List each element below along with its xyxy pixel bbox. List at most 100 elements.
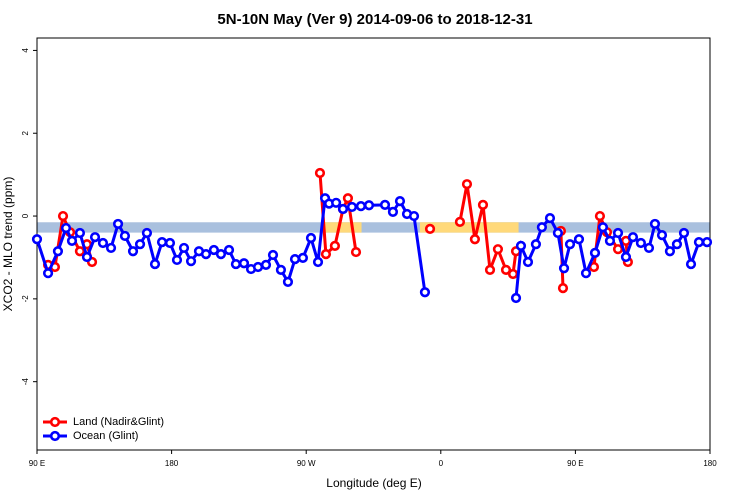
data-point	[60, 222, 72, 234]
data-point	[42, 268, 54, 279]
data-point	[454, 216, 466, 227]
data-point	[564, 239, 576, 250]
data-point	[530, 239, 542, 250]
data-point	[275, 264, 287, 275]
chart-title: 5N-10N May (Ver 9) 2014-09-06 to 2018-12…	[217, 11, 532, 28]
data-point	[238, 258, 250, 269]
legend-label: Land (Nadir&Glint)	[73, 416, 164, 428]
data-point	[507, 268, 519, 280]
data-point	[558, 263, 570, 274]
data-point	[424, 223, 436, 234]
data-point	[643, 242, 655, 254]
data-point	[597, 222, 609, 233]
data-point	[379, 199, 391, 210]
x-tick-label: 0	[439, 459, 444, 468]
x-tick-label: 90 E	[567, 459, 583, 468]
data-point	[649, 218, 661, 230]
data-point	[127, 246, 139, 257]
data-point	[469, 234, 480, 245]
data-point	[515, 240, 527, 251]
data-point	[492, 244, 504, 255]
data-point	[52, 246, 64, 257]
land-band	[324, 222, 362, 233]
data-point	[89, 232, 101, 243]
data-point	[337, 203, 349, 215]
data-point	[74, 227, 86, 239]
data-point	[419, 287, 431, 298]
data-point	[387, 206, 399, 218]
data-point	[461, 179, 473, 190]
data-point	[297, 252, 309, 263]
data-point	[671, 239, 683, 250]
data-point	[230, 258, 242, 270]
legend-marker	[49, 430, 61, 442]
data-point	[580, 268, 592, 279]
data-point	[164, 237, 176, 249]
data-point	[208, 244, 220, 256]
data-point	[363, 200, 375, 211]
data-point	[331, 197, 342, 208]
data-point	[394, 196, 406, 207]
data-point	[594, 210, 606, 222]
data-point	[171, 254, 183, 266]
y-tick-label: 2	[21, 130, 30, 135]
data-point	[612, 244, 624, 255]
data-point	[97, 237, 109, 249]
data-point	[267, 249, 279, 261]
data-point	[484, 264, 496, 275]
x-tick-label: 90 W	[297, 459, 316, 468]
legend-marker	[49, 416, 61, 428]
data-point	[31, 234, 43, 245]
data-point	[544, 213, 556, 224]
data-point	[105, 242, 117, 254]
data-point	[74, 246, 86, 257]
data-point	[119, 230, 131, 242]
data-point	[252, 261, 264, 273]
data-point	[178, 242, 190, 254]
data-point	[620, 251, 632, 263]
data-point	[81, 251, 93, 263]
x-axis-label: Longitude (deg E)	[326, 476, 421, 490]
data-point	[149, 258, 161, 270]
x-tick-label: 90 E	[29, 459, 45, 468]
y-tick-label: 0	[21, 213, 30, 218]
data-point	[329, 240, 341, 251]
data-point	[664, 246, 676, 257]
y-tick-label: -2	[21, 295, 30, 303]
data-point	[355, 201, 367, 212]
legend-label: Ocean (Glint)	[73, 430, 138, 442]
data-point	[604, 235, 616, 246]
data-point	[701, 237, 713, 248]
land-band	[419, 222, 519, 233]
data-point	[200, 249, 212, 260]
data-point	[289, 254, 301, 265]
data-point	[408, 210, 420, 222]
data-point	[342, 193, 354, 204]
data-point	[522, 256, 534, 268]
data-point	[627, 232, 639, 243]
data-point	[635, 237, 647, 249]
data-point	[223, 244, 235, 256]
data-point	[134, 239, 146, 250]
data-point	[477, 199, 489, 210]
data-point	[552, 227, 564, 239]
data-point	[693, 237, 705, 248]
data-point	[215, 249, 227, 260]
y-tick-label: -4	[21, 378, 30, 386]
data-point	[573, 234, 585, 245]
data-point	[141, 227, 153, 239]
data-point	[557, 282, 569, 294]
data-point	[282, 276, 294, 287]
data-point	[350, 246, 362, 258]
data-point	[589, 247, 601, 259]
x-tick-label: 180	[703, 459, 717, 468]
data-point	[66, 235, 78, 246]
data-point	[536, 222, 547, 233]
data-point	[156, 237, 168, 248]
data-point	[260, 259, 272, 271]
data-point	[656, 229, 668, 241]
data-point	[685, 258, 697, 270]
y-tick-label: 4	[21, 48, 30, 53]
data-point	[612, 227, 624, 239]
